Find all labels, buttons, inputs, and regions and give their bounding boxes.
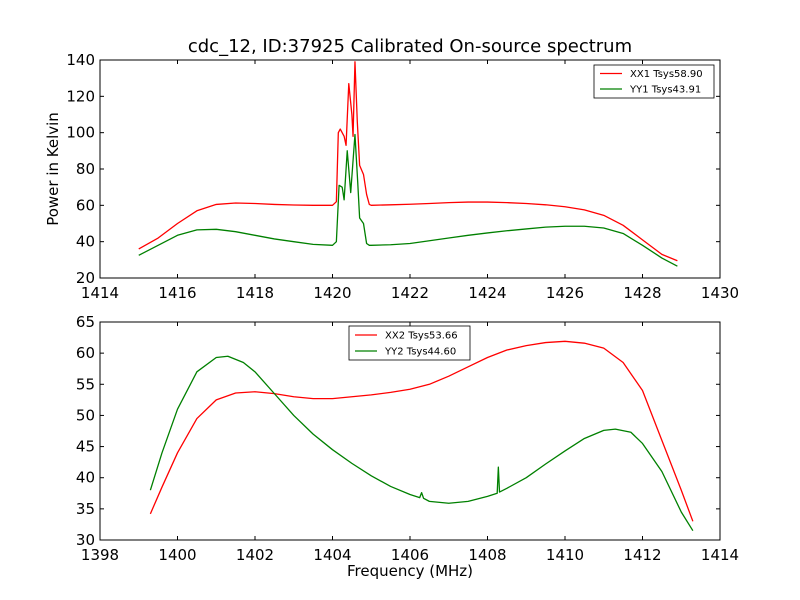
top-y-tick-label: 80	[76, 160, 95, 178]
top-legend: XX1 Tsys58.90 YY1 Tsys43.91	[593, 64, 715, 99]
bottom-y-tick-label: 60	[76, 344, 95, 362]
top-x-tick-label: 1430	[701, 284, 739, 302]
bottom-x-tick-label: 1404	[313, 546, 351, 564]
top-x-tick-label: 1426	[546, 284, 584, 302]
bottom-legend-label-yy2: YY2 Tsys44.60	[384, 347, 456, 358]
bottom-y-tick-label: 40	[76, 469, 95, 487]
top-x-tick-label: 1428	[623, 284, 661, 302]
top-x-tick-label: 1416	[158, 284, 196, 302]
top-legend-label-xx1: XX1 Tsys58.90	[630, 69, 703, 80]
top-legend-label-yy1: YY1 Tsys43.91	[629, 85, 701, 96]
top-y-tick-label: 140	[66, 51, 95, 69]
top-y-tick-label: 60	[76, 196, 95, 214]
top-x-tick-label: 1414	[81, 284, 119, 302]
top-legend-box	[593, 64, 715, 99]
bottom-x-tick-label: 1414	[701, 546, 739, 564]
bottom-y-tick-label: 55	[76, 375, 95, 393]
top-subplot: 1414 1416 1418 1420 1422 1424 1426 1428 1430 20 40…	[44, 51, 739, 302]
bottom-x-tick-label: 1402	[236, 546, 274, 564]
bottom-y-tick-label: 35	[76, 500, 95, 518]
bottom-legend-box	[348, 325, 471, 361]
top-y-tick-label: 100	[66, 124, 95, 142]
bottom-x-tick-label: 1412	[623, 546, 661, 564]
top-series-layer	[138, 61, 678, 267]
bottom-x-tick-label: 1400	[158, 546, 196, 564]
bottom-legend: XX2 Tsys53.66 YY2 Tsys44.60	[348, 325, 471, 361]
bottom-x-tick-label: 1406	[391, 546, 429, 564]
bottom-legend-label-xx2: XX2 Tsys53.66	[385, 331, 458, 342]
top-x-tick-label: 1422	[391, 284, 429, 302]
bottom-x-axis-title: Frequency (MHz)	[347, 562, 473, 580]
top-ticks: 1414 1416 1418 1420 1422 1424 1426 1428 1430 20 40…	[66, 51, 739, 302]
bottom-y-tick-label: 65	[76, 313, 95, 331]
top-y-tick-label: 20	[76, 269, 95, 287]
bottom-x-tick-label: 1398	[81, 546, 119, 564]
bottom-x-tick-label: 1408	[468, 546, 506, 564]
top-x-tick-label: 1424	[468, 284, 506, 302]
bottom-subplot: 1398 1400 1402 1404 1406 1408 1410 1412 1414 30 35…	[76, 313, 739, 580]
bottom-x-tick-label: 1410	[546, 546, 584, 564]
bottom-series-layer	[149, 340, 694, 532]
top-y-tick-label: 40	[76, 233, 95, 251]
bottom-series-line-1	[149, 340, 694, 522]
bottom-y-tick-label: 45	[76, 438, 95, 456]
chart-title: cdc_12, ID:37925 Calibrated On-source sp…	[188, 36, 632, 57]
bottom-ticks: 1398 1400 1402 1404 1406 1408 1410 1412 1414 30 35…	[76, 313, 739, 564]
bottom-series-line-2	[149, 355, 694, 532]
top-series-line-2	[138, 133, 678, 267]
top-y-axis-title: Power in Kelvin	[44, 112, 62, 226]
top-y-tick-label: 120	[66, 87, 95, 105]
bottom-y-tick-label: 30	[76, 531, 95, 549]
top-series-line-1	[138, 61, 678, 262]
top-x-tick-label: 1418	[236, 284, 274, 302]
top-x-tick-label: 1420	[313, 284, 351, 302]
bottom-y-tick-label: 50	[76, 406, 95, 424]
